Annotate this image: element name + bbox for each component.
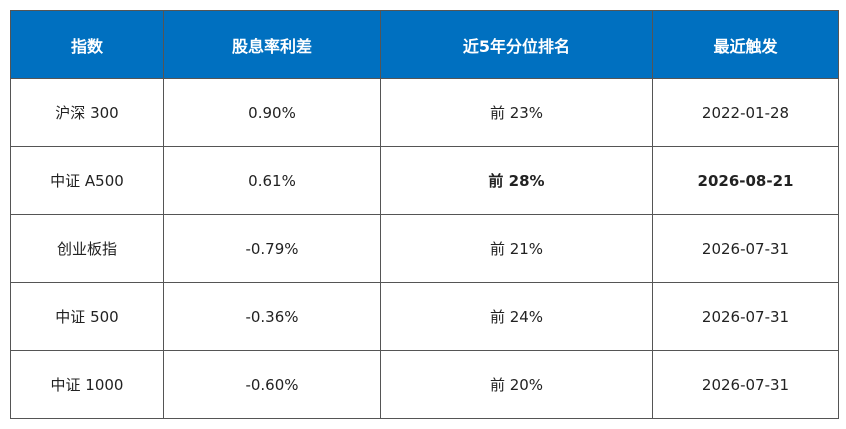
row: 中证 1000 -0.60% 前 20% 2026-07-31 [10, 350, 839, 419]
data-table: 指数 股息率利差 近5年分位排名 最近触发 沪深 300 0.90% 前 23%… [10, 10, 839, 419]
cell: 2026-07-31 [652, 214, 839, 283]
cell: -0.79% [163, 214, 381, 283]
cell: 前 28% [380, 146, 653, 215]
cell: 前 21% [380, 214, 653, 283]
cell: 2026-07-31 [652, 350, 839, 419]
row: 沪深 300 0.90% 前 23% 2022-01-28 [10, 78, 839, 147]
header-row: 指数 股息率利差 近5年分位排名 最近触发 [10, 10, 839, 79]
header-cell: 近5年分位排名 [380, 10, 653, 79]
cell: 2022-01-28 [652, 78, 839, 147]
cell: 中证 1000 [10, 350, 164, 419]
cell: 创业板指 [10, 214, 164, 283]
cell: -0.36% [163, 282, 381, 351]
cell: -0.60% [163, 350, 381, 419]
cell: 中证 500 [10, 282, 164, 351]
row: 中证 500 -0.36% 前 24% 2026-07-31 [10, 282, 839, 351]
cell: 中证 A500 [10, 146, 164, 215]
cell: 沪深 300 [10, 78, 164, 147]
cell: 2026-07-31 [652, 282, 839, 351]
cell: 0.61% [163, 146, 381, 215]
header-cell: 最近触发 [652, 10, 839, 79]
cell: 前 20% [380, 350, 653, 419]
header-cell: 指数 [10, 10, 164, 79]
cell: 前 23% [380, 78, 653, 147]
cell: 2026-08-21 [652, 146, 839, 215]
row: 创业板指 -0.79% 前 21% 2026-07-31 [10, 214, 839, 283]
header-cell: 股息率利差 [163, 10, 381, 79]
row: 中证 A500 0.61% 前 28% 2026-08-21 [10, 146, 839, 215]
cell: 0.90% [163, 78, 381, 147]
cell: 前 24% [380, 282, 653, 351]
